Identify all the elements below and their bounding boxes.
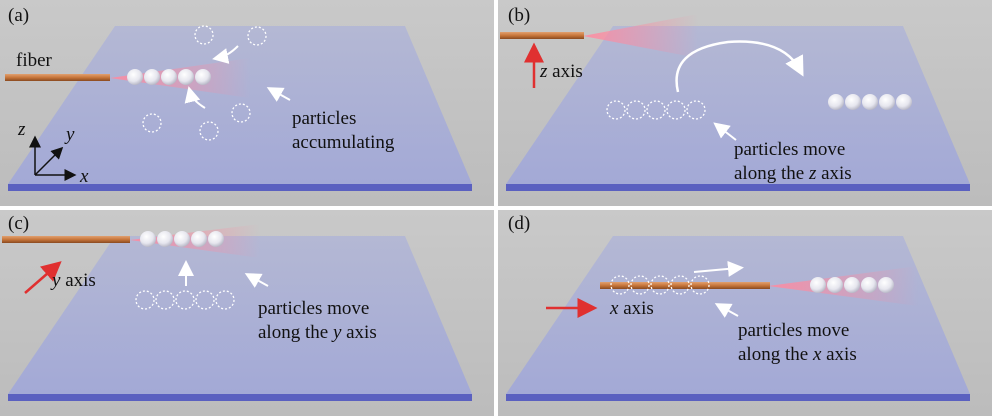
annotation: particles move [738,320,849,341]
word: particles [734,139,803,160]
figure: (a) fiber particles accumulating z y x (… [0,0,992,416]
word: axis [623,298,654,319]
word: y [331,322,346,343]
annotation: particles [292,108,356,129]
panel-a: (a) fiber particles accumulating z y x [0,0,494,206]
word: axis [346,322,377,343]
word: the [305,322,333,343]
panel-label: (b) [508,5,530,26]
fiber-label: fiber [16,50,53,71]
word: along [734,163,781,184]
word: axis [826,344,857,365]
word: z [808,163,821,184]
word: axis [821,163,852,184]
word: along [738,344,785,365]
word: z [539,61,552,82]
annotation: particles move [258,298,369,319]
word: move [807,320,849,341]
word: x [812,344,826,365]
axis-letter: x [79,166,89,187]
axis-label: z axis [539,61,583,82]
axis-letter: y [64,124,75,145]
annotation: particles move [734,139,845,160]
panel-c: (c) y axis particles move along the y ax… [0,210,494,416]
word: particles [258,298,327,319]
word: move [803,139,845,160]
word: x [609,298,623,319]
annotation: along the y axis [258,322,377,343]
panel-label: (d) [508,213,530,234]
axis-letter: z [17,119,26,140]
word: y [50,270,65,291]
panel-b: (b) z axis particles move along the z ax… [498,0,992,206]
axis-label: y axis [50,270,96,291]
panel-label: (a) [8,5,29,26]
word: axis [65,270,96,291]
word: axis [552,61,583,82]
axis-label: x axis [609,298,654,319]
word: along [258,322,305,343]
word: the [785,344,813,365]
panel-label: (c) [8,213,29,234]
annotation: accumulating [292,132,395,153]
word: the [781,163,809,184]
annotation: along the x axis [738,344,857,365]
panel-d: (d) x axis particles move along the x ax… [498,210,992,416]
annotation: along the z axis [734,163,852,184]
word: particles [738,320,807,341]
word: move [327,298,369,319]
